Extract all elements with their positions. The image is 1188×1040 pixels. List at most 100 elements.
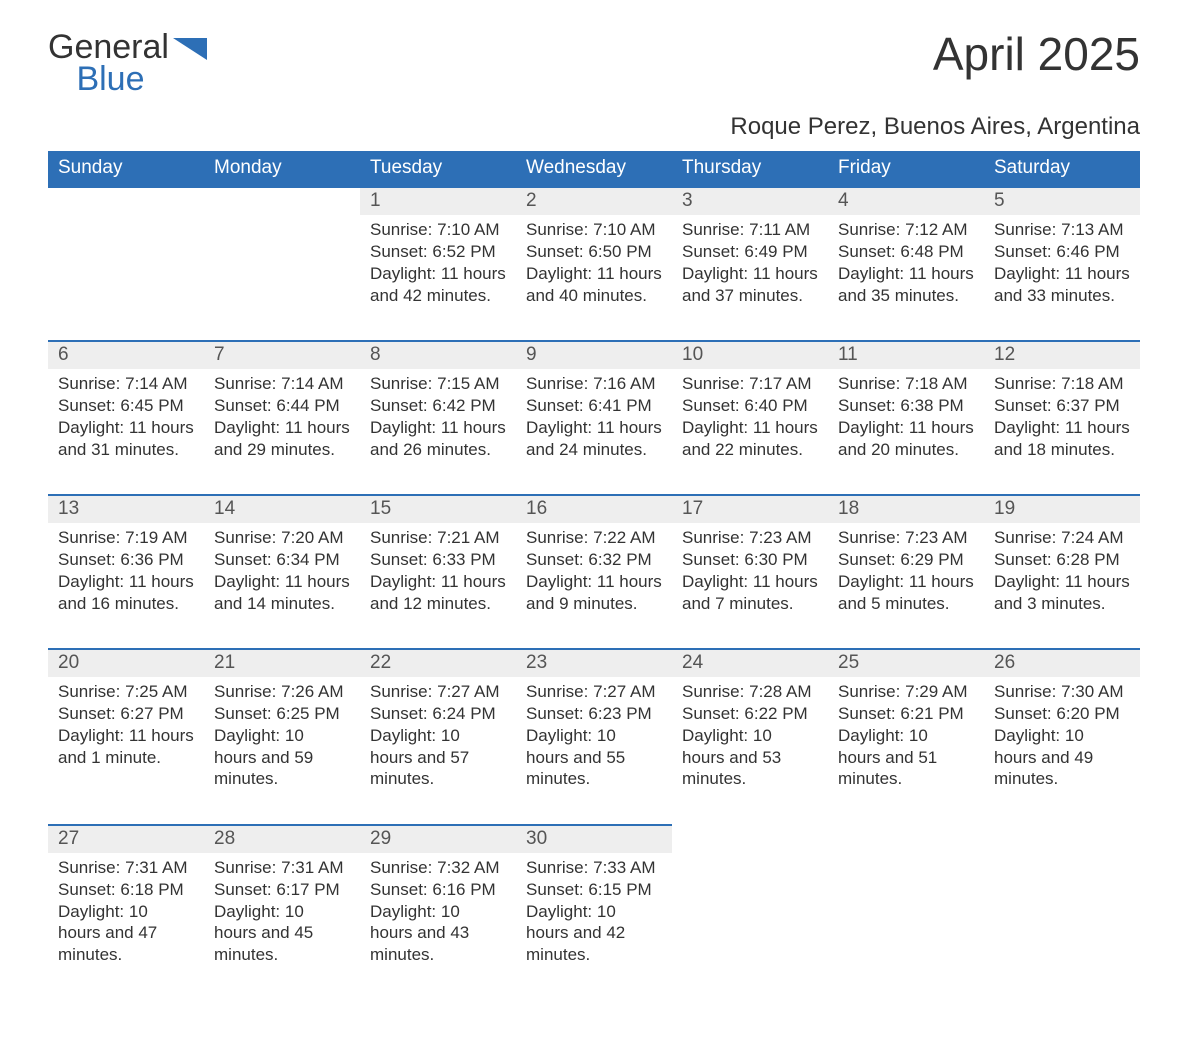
sunrise-value: 7:32 AM (437, 858, 499, 877)
sunset-value: 6:24 PM (432, 704, 495, 723)
day-number: 9 (516, 341, 672, 369)
sunrise-label: Sunrise: (214, 858, 276, 877)
day-number: 4 (828, 187, 984, 215)
sunrise-value: 7:14 AM (125, 374, 187, 393)
sunset-label: Sunset: (682, 396, 740, 415)
sunrise-label: Sunrise: (682, 528, 744, 547)
col-wednesday: Wednesday (516, 151, 672, 187)
daylight-label: Daylight: (214, 726, 280, 745)
sunset-label: Sunset: (370, 550, 428, 569)
sunrise-label: Sunrise: (58, 682, 120, 701)
sunrise-value: 7:31 AM (281, 858, 343, 877)
day-details: Sunrise: 7:30 AMSunset: 6:20 PMDaylight:… (984, 677, 1140, 825)
sunrise-label: Sunrise: (214, 528, 276, 547)
day-blank (672, 853, 828, 1000)
day-number: 1 (360, 187, 516, 215)
sunrise-value: 7:18 AM (1061, 374, 1123, 393)
day-number: 19 (984, 495, 1140, 523)
sunrise-label: Sunrise: (994, 220, 1056, 239)
sunrise-label: Sunrise: (682, 682, 744, 701)
logo-word-1: General (48, 30, 169, 64)
sunset-value: 6:27 PM (120, 704, 183, 723)
day-number: 5 (984, 187, 1140, 215)
daylight-label: Daylight: (526, 418, 592, 437)
day-details: Sunrise: 7:27 AMSunset: 6:23 PMDaylight:… (516, 677, 672, 825)
sunrise-value: 7:24 AM (1061, 528, 1123, 547)
day-number: 12 (984, 341, 1140, 369)
daylight-label: Daylight: (838, 572, 904, 591)
sunrise-label: Sunrise: (994, 374, 1056, 393)
sunset-label: Sunset: (682, 242, 740, 261)
daylight-label: Daylight: (58, 726, 124, 745)
daylight-label: Daylight: (214, 418, 280, 437)
day-blank (672, 825, 828, 853)
sunset-value: 6:44 PM (276, 396, 339, 415)
day-details: Sunrise: 7:26 AMSunset: 6:25 PMDaylight:… (204, 677, 360, 825)
day-details: Sunrise: 7:14 AM Sunset: 6:44 PM Daylight:… (204, 369, 360, 495)
sunrise-value: 7:14 AM (281, 374, 343, 393)
day-number: 26 (984, 649, 1140, 677)
sunset-label: Sunset: (994, 396, 1052, 415)
day-details: Sunrise: 7:11 AMSunset: 6:49 PMDaylight:… (672, 215, 828, 341)
sunset-value: 6:23 PM (588, 704, 651, 723)
sunrise-label: Sunrise: (682, 374, 744, 393)
sunrise-label: Sunrise: (838, 220, 900, 239)
sunset-label: Sunset: (370, 242, 428, 261)
sunset-label: Sunset: (526, 704, 584, 723)
sunset-label: Sunset: (370, 396, 428, 415)
daylight-label: Daylight: (994, 726, 1060, 745)
sunset-value: 6:34 PM (276, 550, 339, 569)
sunset-label: Sunset: (526, 242, 584, 261)
sunset-label: Sunset: (526, 396, 584, 415)
day-details: Sunrise: 7:31 AMSunset: 6:17 PMDaylight:… (204, 853, 360, 1000)
logo-word-2: Blue (76, 60, 144, 98)
day-details: Sunrise: 7:16 AMSunset: 6:41 PMDaylight:… (516, 369, 672, 495)
daylight-label: Daylight: (994, 572, 1060, 591)
day-details: Sunrise: 7:10 AMSunset: 6:50 PMDaylight:… (516, 215, 672, 341)
sunset-label: Sunset: (838, 396, 896, 415)
col-thursday: Thursday (672, 151, 828, 187)
sunrise-label: Sunrise: (838, 682, 900, 701)
page-title: April 2025 (933, 30, 1140, 78)
detail-row: Sunrise: 7:31 AMSunset: 6:18 PMDaylight:… (48, 853, 1140, 1000)
sunset-label: Sunset: (214, 396, 272, 415)
col-friday: Friday (828, 151, 984, 187)
day-number: 21 (204, 649, 360, 677)
sunrise-value: 7:23 AM (905, 528, 967, 547)
day-details: Sunrise: 7:18 AMSunset: 6:38 PMDaylight:… (828, 369, 984, 495)
sunset-value: 6:17 PM (276, 880, 339, 899)
day-details: Sunrise: 7:28 AMSunset: 6:22 PMDaylight:… (672, 677, 828, 825)
day-blank (828, 825, 984, 853)
sunset-value: 6:29 PM (900, 550, 963, 569)
sunrise-value: 7:30 AM (1061, 682, 1123, 701)
sunset-value: 6:40 PM (744, 396, 807, 415)
sunset-value: 6:50 PM (588, 242, 651, 261)
daylight-label: Daylight: (682, 572, 748, 591)
sunset-value: 6:41 PM (588, 396, 651, 415)
col-sunday: Sunday (48, 151, 204, 187)
sunset-value: 6:45 PM (120, 396, 183, 415)
weekday-header-row: Sunday Monday Tuesday Wednesday Thursday… (48, 151, 1140, 187)
sunrise-value: 7:10 AM (593, 220, 655, 239)
sunset-label: Sunset: (370, 880, 428, 899)
day-blank (204, 187, 360, 215)
sunrise-label: Sunrise: (214, 374, 276, 393)
sunset-label: Sunset: (526, 880, 584, 899)
sunset-value: 6:48 PM (900, 242, 963, 261)
day-details: Sunrise: 7:20 AMSunset: 6:34 PMDaylight:… (204, 523, 360, 649)
day-details: Sunrise: 7:23 AMSunset: 6:29 PMDaylight:… (828, 523, 984, 649)
sunrise-value: 7:33 AM (593, 858, 655, 877)
sunrise-value: 7:15 AM (437, 374, 499, 393)
day-details: Sunrise: 7:13 AMSunset: 6:46 PMDaylight:… (984, 215, 1140, 341)
day-number: 2 (516, 187, 672, 215)
col-monday: Monday (204, 151, 360, 187)
sunrise-value: 7:19 AM (125, 528, 187, 547)
sunrise-label: Sunrise: (370, 374, 432, 393)
day-blank (48, 215, 204, 341)
day-blank (204, 215, 360, 341)
sunset-value: 6:16 PM (432, 880, 495, 899)
sunrise-value: 7:27 AM (593, 682, 655, 701)
sunset-value: 6:33 PM (432, 550, 495, 569)
sunrise-value: 7:25 AM (125, 682, 187, 701)
day-details: Sunrise: 7:25 AMSunset: 6:27 PMDaylight:… (48, 677, 204, 825)
